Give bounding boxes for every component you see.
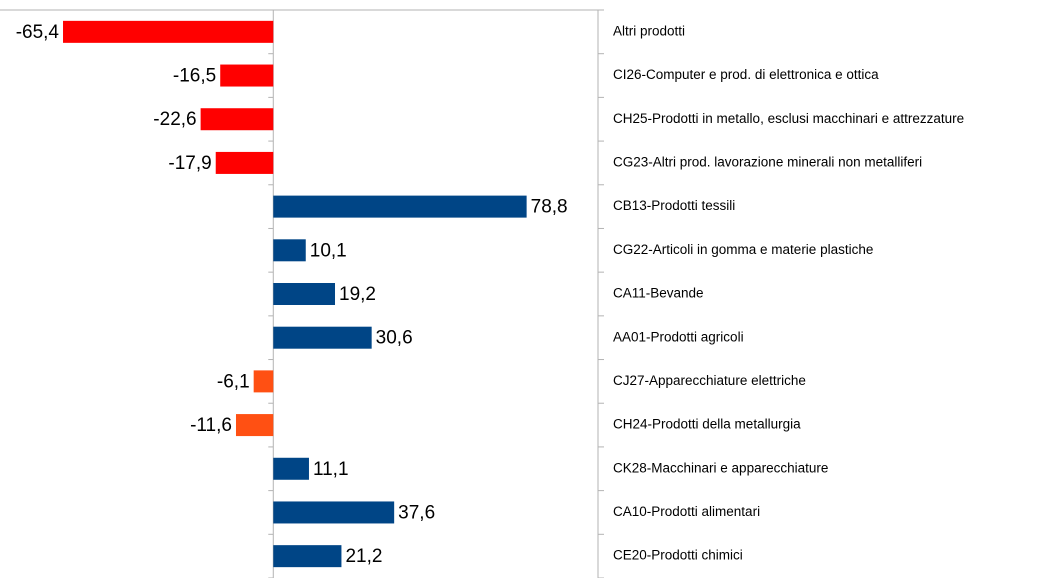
value-label: -6,1 <box>217 371 250 392</box>
bar <box>273 283 336 305</box>
category-label: CA10-Prodotti alimentari <box>613 504 760 519</box>
category-label: AA01-Prodotti agricoli <box>613 329 744 344</box>
category-label: CJ27-Apparecchiature elettriche <box>613 373 806 388</box>
value-label: -22,6 <box>153 109 196 130</box>
bar <box>273 457 309 480</box>
bar <box>273 326 372 349</box>
value-label: 19,2 <box>339 284 376 305</box>
value-label: 11,1 <box>313 459 349 480</box>
category-label: CB13-Prodotti tessili <box>613 198 735 213</box>
bar <box>215 151 274 174</box>
bar <box>273 195 527 218</box>
category-label: CI26-Computer e prod. di elettronica e o… <box>613 67 879 82</box>
category-label: Altri prodotti <box>613 23 685 38</box>
value-label: -11,6 <box>190 415 232 436</box>
category-label: CG22-Articoli in gomma e materie plastic… <box>613 242 873 257</box>
bar <box>63 20 274 43</box>
value-label: 30,6 <box>376 328 413 349</box>
value-label: 37,6 <box>398 502 435 523</box>
category-label: CE20-Prodotti chimici <box>613 548 743 563</box>
bar <box>200 108 274 131</box>
value-label: -17,9 <box>168 153 211 174</box>
bar <box>220 64 274 87</box>
category-label: CK28-Macchinari e apparecchiature <box>613 460 828 475</box>
bar <box>273 545 342 568</box>
category-label: CH24-Prodotti della metallurgia <box>613 417 801 432</box>
bar <box>253 370 274 393</box>
bar <box>235 414 274 437</box>
category-label: CG23-Altri prod. lavorazione minerali no… <box>613 154 922 169</box>
bar <box>273 239 306 262</box>
value-label: 21,2 <box>345 546 382 567</box>
value-label: 10,1 <box>310 240 347 261</box>
category-label: CA11-Bevande <box>613 286 704 301</box>
bar <box>273 501 395 524</box>
value-label: 78,8 <box>531 197 568 218</box>
value-label: -16,5 <box>173 66 216 87</box>
value-label: -65,4 <box>16 22 60 43</box>
category-label: CH25-Prodotti in metallo, esclusi macchi… <box>613 111 964 126</box>
